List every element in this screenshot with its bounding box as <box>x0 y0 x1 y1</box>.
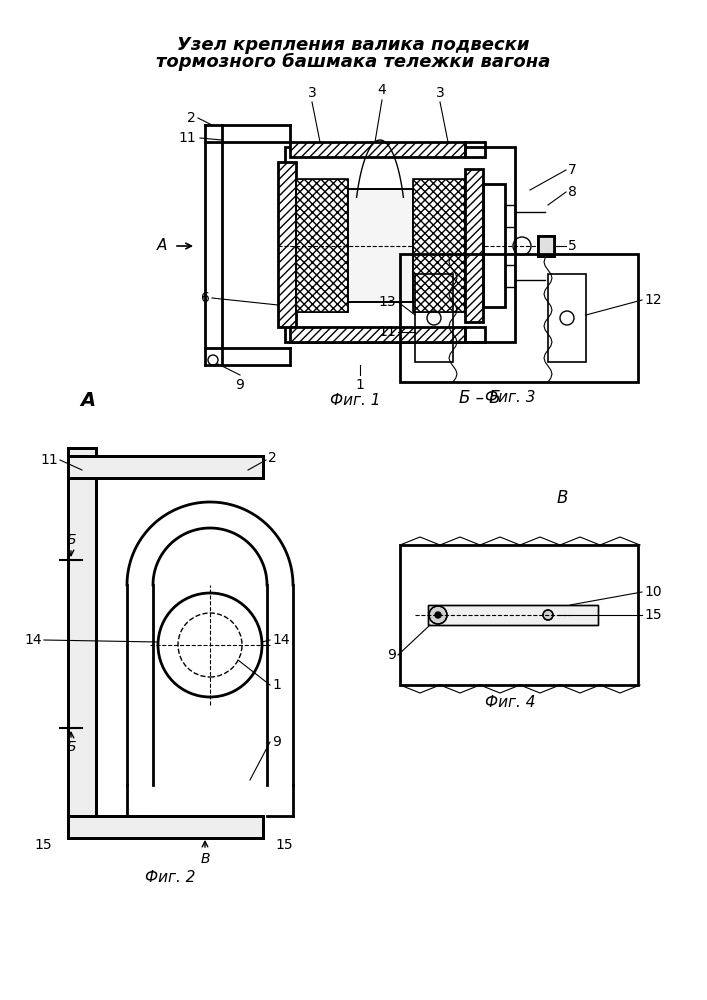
Bar <box>400 545 638 685</box>
Text: А: А <box>157 238 167 253</box>
Bar <box>68 816 263 838</box>
Text: 1: 1 <box>356 378 364 392</box>
Bar <box>348 189 413 302</box>
Bar <box>68 448 96 838</box>
Text: 6: 6 <box>201 291 210 305</box>
Text: 11: 11 <box>178 131 196 145</box>
Bar <box>68 448 96 838</box>
Text: 3: 3 <box>436 86 445 100</box>
Text: 2: 2 <box>187 111 196 125</box>
Text: 8: 8 <box>568 185 577 199</box>
Text: 5: 5 <box>568 239 577 253</box>
Text: 15: 15 <box>275 838 293 852</box>
Bar <box>413 179 465 312</box>
Bar <box>278 162 296 327</box>
Text: А: А <box>81 391 95 410</box>
Text: 15: 15 <box>35 838 52 852</box>
Bar <box>285 147 515 342</box>
Text: 10: 10 <box>644 585 662 599</box>
Text: Б – Б: Б – Б <box>459 389 501 407</box>
Bar <box>465 169 483 322</box>
Bar <box>413 179 465 312</box>
Text: 2: 2 <box>268 451 276 465</box>
Bar <box>290 327 465 342</box>
Bar <box>465 327 485 342</box>
Bar <box>483 184 505 307</box>
Text: Б: Б <box>66 533 76 547</box>
Text: В: В <box>556 489 568 507</box>
Bar <box>296 179 348 312</box>
Text: тормозного башмака тележки вагона: тормозного башмака тележки вагона <box>156 53 550 71</box>
Text: Фиг. 2: Фиг. 2 <box>145 870 195 885</box>
Bar <box>548 274 586 362</box>
Bar <box>415 274 453 362</box>
Text: 15: 15 <box>644 608 662 622</box>
Text: В: В <box>200 852 210 866</box>
Text: 14: 14 <box>24 633 42 647</box>
Circle shape <box>435 612 441 618</box>
Text: Фиг. 3: Фиг. 3 <box>485 390 535 405</box>
Circle shape <box>543 610 553 620</box>
Text: 4: 4 <box>378 83 386 97</box>
Bar <box>290 142 465 157</box>
Text: 11: 11 <box>40 453 58 467</box>
Text: 3: 3 <box>308 86 316 100</box>
Text: 12: 12 <box>644 293 662 307</box>
Text: 7: 7 <box>568 163 577 177</box>
Bar <box>428 605 598 625</box>
Bar <box>505 265 515 287</box>
Text: 13: 13 <box>378 295 396 309</box>
Bar <box>428 605 598 625</box>
Text: 9: 9 <box>387 648 396 662</box>
Text: Узел крепления валика подвески: Узел крепления валика подвески <box>177 36 530 54</box>
Bar <box>538 236 554 256</box>
Circle shape <box>429 606 447 624</box>
Bar <box>290 327 465 342</box>
Text: 1: 1 <box>272 678 281 692</box>
Text: 9: 9 <box>235 378 245 392</box>
Text: 9: 9 <box>272 735 281 749</box>
Text: 11: 11 <box>378 325 396 339</box>
Bar <box>68 456 263 478</box>
Text: Б: Б <box>66 740 76 754</box>
Text: Фиг. 4: Фиг. 4 <box>485 695 535 710</box>
Bar <box>68 456 263 478</box>
Bar <box>400 254 638 382</box>
Bar <box>348 189 413 302</box>
Bar <box>290 142 465 157</box>
Bar <box>278 162 296 327</box>
Bar <box>505 205 515 227</box>
Text: 14: 14 <box>272 633 290 647</box>
Bar <box>465 169 483 322</box>
Bar <box>68 816 263 838</box>
Bar <box>296 179 348 312</box>
Text: Фиг. 1: Фиг. 1 <box>329 393 380 408</box>
Bar <box>538 236 554 256</box>
Bar <box>465 142 485 157</box>
